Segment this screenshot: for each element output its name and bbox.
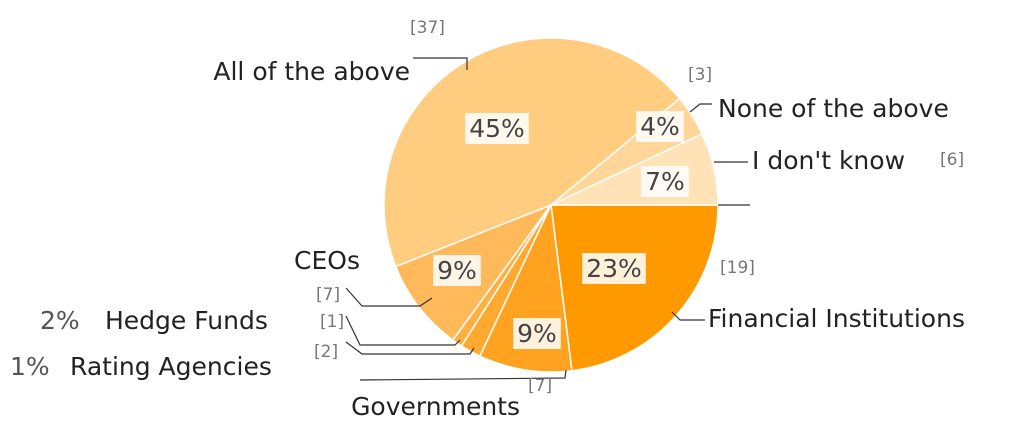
value-label-bg bbox=[582, 253, 646, 284]
count-label: [19] bbox=[720, 258, 755, 278]
category-label: Governments bbox=[351, 392, 520, 421]
leader-line bbox=[345, 315, 461, 346]
leader-line bbox=[345, 287, 433, 307]
category-label: Hedge Funds bbox=[105, 306, 268, 335]
count-label: [6] bbox=[940, 150, 964, 170]
pie-slice bbox=[383, 37, 681, 268]
category-label: CEOs bbox=[294, 246, 360, 275]
pie-slice bbox=[550, 204, 719, 372]
category-label: None of the above bbox=[718, 94, 949, 123]
value-label: 1% bbox=[10, 352, 50, 381]
value-label: 2% bbox=[40, 306, 80, 335]
category-label: All of the above bbox=[213, 57, 410, 86]
count-label: [1] bbox=[320, 312, 344, 332]
count-label: [2] bbox=[314, 342, 338, 362]
value-label-bg bbox=[433, 255, 481, 286]
labels: Financial Institutions [19] 23% Governments… bbox=[10, 18, 965, 421]
value-label: 45% bbox=[469, 114, 525, 143]
count-label: [3] bbox=[688, 65, 712, 85]
value-label: 23% bbox=[586, 254, 642, 283]
count-label: [37] bbox=[410, 18, 445, 38]
value-label: 9% bbox=[437, 256, 477, 285]
value-label-bg bbox=[465, 113, 529, 144]
value-label-bg bbox=[636, 111, 684, 142]
category-label: Rating Agencies bbox=[70, 352, 272, 381]
value-label: 7% bbox=[645, 167, 685, 196]
count-label: [7] bbox=[528, 376, 552, 396]
leader-line bbox=[359, 369, 567, 381]
leader-line bbox=[689, 103, 712, 113]
value-label: 9% bbox=[517, 319, 557, 348]
leader-lines bbox=[345, 57, 750, 381]
leader-line bbox=[345, 341, 475, 355]
count-label: [7] bbox=[316, 285, 340, 305]
category-label: I don't know bbox=[752, 146, 905, 175]
category-label: Financial Institutions bbox=[708, 304, 965, 333]
leader-line bbox=[413, 57, 468, 70]
value-label-bg bbox=[641, 166, 689, 197]
leader-line bbox=[671, 311, 705, 321]
value-label: 4% bbox=[640, 112, 680, 141]
value-label-bg bbox=[513, 318, 561, 349]
